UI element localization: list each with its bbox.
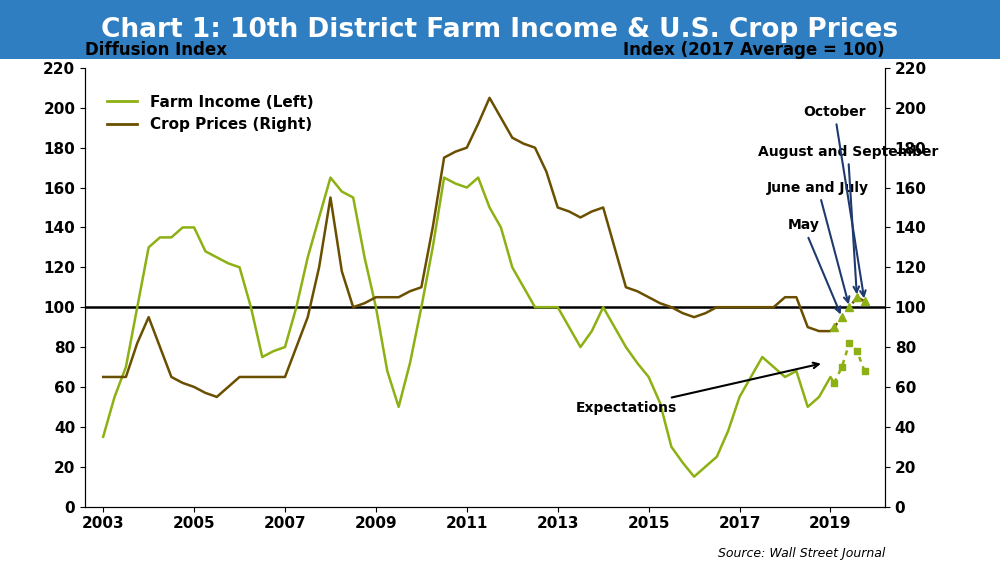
Text: May: May	[787, 218, 840, 312]
Text: June and July: June and July	[767, 181, 869, 302]
Text: Source: Wall Street Journal: Source: Wall Street Journal	[718, 547, 885, 560]
Text: August and September: August and September	[758, 145, 938, 292]
Text: Diffusion Index: Diffusion Index	[85, 41, 227, 59]
Text: Expectations: Expectations	[575, 363, 819, 415]
Text: October: October	[803, 105, 866, 296]
Text: Index (2017 Average = 100): Index (2017 Average = 100)	[623, 41, 885, 59]
Text: Chart 1: 10th District Farm Income & U.S. Crop Prices: Chart 1: 10th District Farm Income & U.S…	[101, 17, 899, 42]
Legend: Farm Income (Left), Crop Prices (Right): Farm Income (Left), Crop Prices (Right)	[101, 89, 319, 139]
